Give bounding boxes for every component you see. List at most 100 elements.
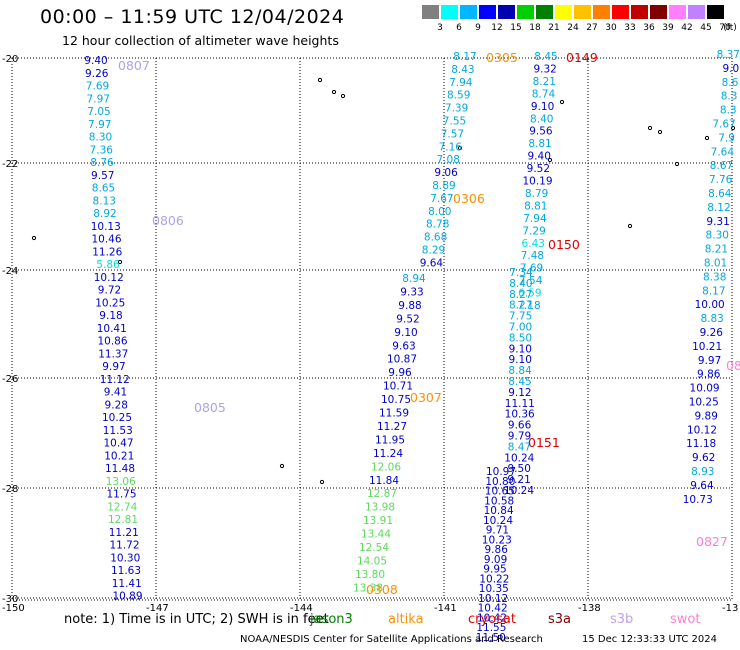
island-marker [674,161,680,167]
wave-height-value: 7.64 [711,146,735,158]
latitude-label: -26 [2,374,18,385]
wave-height-value: 9.71 [486,525,509,537]
wave-height-value: 8.00 [428,206,451,218]
wave-height-value: 7.05 [87,106,110,118]
scale-swatch [422,5,439,19]
wave-height-value: 13.98 [365,502,395,514]
island-marker [31,235,37,241]
wave-height-value: 7.9 [718,132,735,144]
scale-label: 3 [437,23,443,33]
wave-height-value: 8.12 [707,202,730,214]
wave-height-value: 8.30 [706,230,729,242]
wave-height-value: 7.97 [88,119,111,131]
wave-height-value: 10.97 [486,466,516,478]
scale-label: 24 [567,23,579,33]
island-marker [117,259,123,265]
scale-swatch [593,5,610,19]
footer-note: note: 1) Time is in UTC; 2) SWH is in fe… [64,612,329,627]
latitude-label: -28 [2,484,18,495]
wave-height-value: 9.96 [388,367,412,379]
wave-height-value: 9.26 [700,327,724,339]
pass-number-label: 0305 [486,50,518,65]
scale-label: 12 [491,23,503,33]
scale-label: 36 [643,23,655,33]
scale-label: 70 [719,23,731,33]
wave-height-value: 10.22 [479,573,509,585]
pass-number-label: 0150 [548,237,580,252]
wave-height-value: 9.72 [98,285,121,297]
wave-height-value: 8.27 [509,289,532,301]
wave-height-value: 9.18 [99,310,122,322]
wave-height-value: 10.89 [112,591,142,603]
scale-label: 6 [456,23,462,33]
pass-number-label: 0149 [566,50,598,65]
wave-height-value: 8.92 [93,208,116,220]
wave-height-value: 8.40 [530,113,553,125]
scale-swatch [574,5,591,19]
wave-height-value: 8.74 [532,88,556,100]
scale-swatch [612,5,629,19]
wave-height-value: 11.72 [109,540,139,552]
wave-height-value: 13.44 [361,529,391,541]
wave-height-value: 11.95 [375,434,405,446]
wave-height-value: 7.55 [443,116,466,128]
wave-height-value: 11.37 [98,348,128,360]
latitude-label: -22 [2,159,18,170]
wave-height-value: 8.30 [89,132,112,144]
wave-height-value: 11.21 [109,527,139,539]
wave-height-value: 12.54 [359,542,389,554]
island-marker [319,479,325,485]
wave-height-value: 9.52 [527,163,550,175]
wave-height-value: 7.97 [87,93,110,105]
wave-height-value: 8.81 [524,200,547,212]
scale-unit: (ft) [723,23,737,33]
scale-swatch [441,5,458,19]
wave-height-value: 8.65 [92,183,115,195]
scale-swatch [479,5,496,19]
wave-height-value: 9.56 [529,126,553,138]
island-marker [279,463,285,469]
legend-entry-s3b: s3b [610,612,634,627]
wave-height-value: 8.83 [700,313,723,325]
wave-height-value: 10.25 [689,397,719,409]
latitude-label: -30 [2,594,18,605]
scale-swatch [650,5,667,19]
wave-height-value: 11.75 [106,489,136,501]
wave-height-value: 8.13 [93,195,116,207]
wave-height-value: 8.45 [508,376,531,388]
wave-height-value: 8.21 [705,244,728,256]
wave-height-value: 11.50 [476,632,506,644]
wave-height-value: 10.00 [695,299,725,311]
wave-height-value: 9.09 [484,554,507,566]
wave-height-value: 11.26 [92,246,122,258]
wave-height-value: 7.48 [521,250,544,262]
wave-height-value: 11.27 [377,421,407,433]
wave-height-value: 9.31 [706,216,729,228]
wave-height-value: 8.27 [509,300,532,312]
wave-height-value: 10.21 [104,450,134,462]
island-marker [317,77,323,83]
scale-swatch [555,5,572,19]
legend-entry-cryosat: cryosat [468,612,516,627]
wave-height-value: 10.47 [103,438,133,450]
wave-height-value: 8.94 [402,273,426,285]
wave-height-value: 8.76 [90,157,114,169]
wave-height-value: 11.84 [369,475,399,487]
wave-height-value: 8.50 [509,332,532,344]
wave-height-value: 10.30 [110,552,140,564]
wave-height-value: 11.18 [686,438,716,450]
wave-height-value: 9.21 [507,474,530,486]
wave-height-value: 11.53 [103,425,133,437]
island-marker [547,157,553,163]
pass-number-label: 0827 [696,534,728,549]
wave-height-value: 9.10 [509,354,532,366]
wave-height-value: 9.95 [483,564,506,576]
wave-height-value: 7.67 [430,193,453,205]
wave-height-value: 7.94 [523,213,547,225]
wave-height-value: 8.01 [704,258,727,270]
wave-height-value: 8.37 [717,49,740,61]
wave-height-value: 7.34 [509,267,533,279]
scale-label: 39 [662,23,674,33]
pass-number-label: 0806 [152,213,184,228]
wave-height-value: 10.80 [485,476,515,488]
